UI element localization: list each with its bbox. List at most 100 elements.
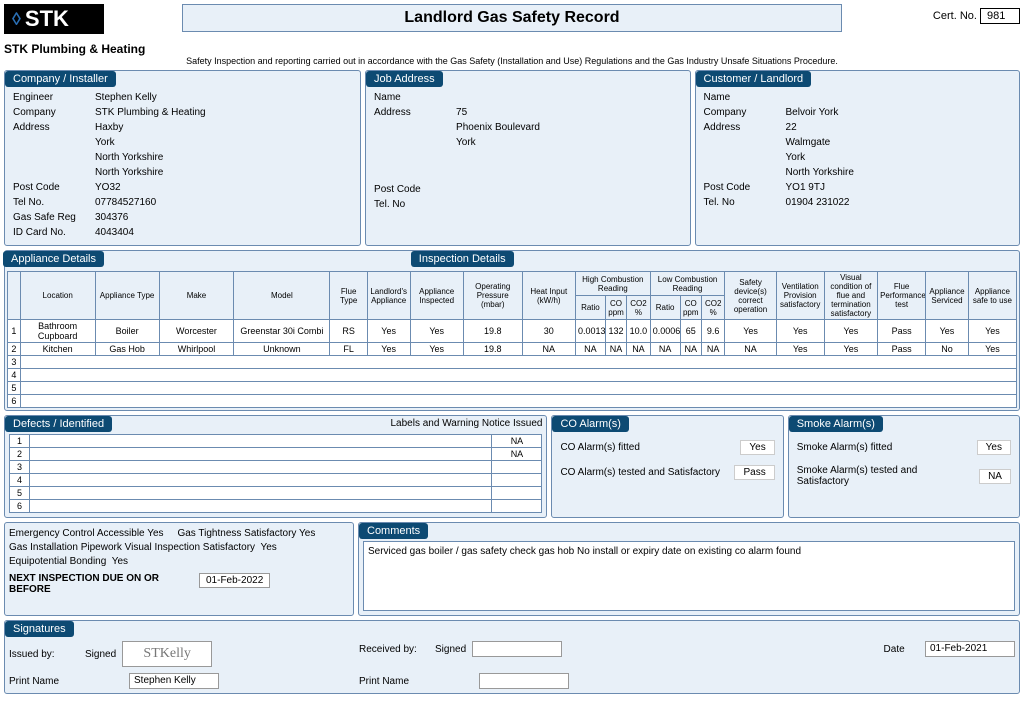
- signatures-tag: Signatures: [5, 621, 74, 637]
- defect-row: 1 NA: [10, 435, 542, 448]
- table-cell: Yes: [926, 320, 969, 343]
- th-low: Low Combustion Reading: [650, 272, 725, 296]
- company-address-label: Address: [11, 121, 91, 134]
- table-row: 4: [8, 369, 1017, 382]
- table-cell: 19.8: [463, 343, 522, 356]
- table-cell: Pass: [878, 343, 926, 356]
- table-cell: Yes: [725, 320, 776, 343]
- page-title: Landlord Gas Safety Record: [182, 4, 842, 32]
- th-inspected: Appliance Inspected: [410, 272, 463, 320]
- customer-addr4: North Yorkshire: [784, 166, 1013, 179]
- defects-tag: Defects / Identified: [5, 416, 112, 432]
- job-section-tag: Job Address: [366, 71, 443, 87]
- th-op: Operating Pressure (mbar): [463, 272, 522, 320]
- th-high-co: CO ppm: [605, 296, 626, 320]
- job-name: [454, 91, 683, 104]
- co-fitted-label: CO Alarm(s) fitted: [558, 436, 728, 459]
- customer-section-tag: Customer / Landlord: [696, 71, 812, 87]
- table-row: 5: [8, 382, 1017, 395]
- th-visual: Visual condition of flue and termination…: [824, 272, 877, 320]
- company-name-under-logo: STK Plumbing & Heating: [4, 42, 1020, 56]
- co-tested-label: CO Alarm(s) tested and Satisfactory: [558, 461, 728, 484]
- customer-address-label: Address: [702, 121, 782, 134]
- smoke-fitted: Yes: [977, 440, 1011, 455]
- table-cell: NA: [605, 343, 626, 356]
- table-cell: Pass: [878, 320, 926, 343]
- th-low-r: Ratio: [650, 296, 680, 320]
- table-cell: Yes: [824, 320, 877, 343]
- table-cell: Boiler: [95, 320, 159, 343]
- comments-text: Serviced gas boiler / gas safety check g…: [363, 541, 1015, 611]
- company-engineer-label: Engineer: [11, 91, 91, 104]
- tightness-value: Yes: [299, 528, 315, 539]
- defect-row: 4: [10, 474, 542, 487]
- table-cell: 65: [680, 320, 701, 343]
- company-idcard: 4043404: [93, 226, 354, 239]
- defect-row: 6: [10, 500, 542, 513]
- th-model: Model: [234, 272, 330, 320]
- table-cell: 9.6: [701, 320, 724, 343]
- defect-row: 5: [10, 487, 542, 500]
- table-cell: NA: [575, 343, 605, 356]
- table-cell: Yes: [410, 320, 463, 343]
- company-engineer: Stephen Kelly: [93, 91, 354, 104]
- cert-no: Cert. No. 981: [850, 4, 1020, 24]
- th-location: Location: [20, 272, 95, 320]
- table-cell: 2: [8, 343, 21, 356]
- next-inspection-label: NEXT INSPECTION DUE ON OR BEFORE: [9, 573, 169, 595]
- table-cell: Yes: [824, 343, 877, 356]
- emergency-label: Emergency Control Accessible: [9, 528, 145, 539]
- job-postcode-label: Post Code: [372, 183, 452, 196]
- co-alarms-panel: CO Alarm(s) CO Alarm(s) fittedYes CO Ala…: [551, 415, 783, 518]
- customer-addr3: York: [784, 151, 1013, 164]
- th-high: High Combustion Reading: [575, 272, 650, 296]
- inspection-details-tag: Inspection Details: [411, 251, 514, 267]
- job-addr2: Phoenix Boulevard: [454, 121, 683, 134]
- issued-by-label: Issued by:: [9, 649, 79, 660]
- issued-print-name: Stephen Kelly: [129, 673, 219, 689]
- th-landlords: Landlord's Appliance: [367, 272, 410, 320]
- appliance-details-tag: Appliance Details: [3, 251, 104, 267]
- company-gassafe: 304376: [93, 211, 354, 224]
- th-heat: Heat Input (kW/h): [522, 272, 575, 320]
- table-cell: No: [926, 343, 969, 356]
- defect-row: 2 NA: [10, 448, 542, 461]
- table-cell: Yes: [367, 343, 410, 356]
- received-print-name[interactable]: [479, 673, 569, 689]
- bonding-label: Equipotential Bonding: [9, 556, 106, 567]
- table-cell: Gas Hob: [95, 343, 159, 356]
- table-cell: 19.8: [463, 320, 522, 343]
- company-tel-label: Tel No.: [11, 196, 91, 209]
- table-cell: Worcester: [159, 320, 234, 343]
- logo-text: STK: [25, 6, 69, 32]
- customer-addr2: Walmgate: [784, 136, 1013, 149]
- table-cell: FL: [330, 343, 367, 356]
- comments-tag: Comments: [359, 523, 428, 539]
- th-serviced: Appliance Serviced: [926, 272, 969, 320]
- defects-table: 1 NA2 NA3 4 5 6: [9, 434, 542, 513]
- table-cell: 0.0013: [575, 320, 605, 343]
- logo: ◊ STK: [4, 4, 104, 34]
- print-name-label-1: Print Name: [9, 676, 79, 687]
- job-tel-label: Tel. No: [372, 198, 452, 211]
- th-low-co: CO ppm: [680, 296, 701, 320]
- tightness-label: Gas Tightness Satisfactory: [177, 528, 296, 539]
- subtitle: Safety Inspection and reporting carried …: [4, 56, 1020, 66]
- table-cell: 10.0: [627, 320, 650, 343]
- table-cell: Unknown: [234, 343, 330, 356]
- bonding-value: Yes: [112, 556, 128, 567]
- th-vent: Ventilation Provision satisfactory: [776, 272, 824, 320]
- signature-date: 01-Feb-2021: [925, 641, 1015, 657]
- job-addr3: York: [454, 136, 683, 149]
- received-by-label: Received by:: [359, 644, 429, 655]
- table-cell: NA: [701, 343, 724, 356]
- table-row: 3: [8, 356, 1017, 369]
- company-postcode: YO32: [93, 181, 354, 194]
- co-tested: Pass: [734, 465, 774, 480]
- defect-row: 3: [10, 461, 542, 474]
- smoke-tested: NA: [979, 469, 1011, 484]
- customer-postcode: YO1 9TJ: [784, 181, 1013, 194]
- job-address-panel: Job Address Name Address75 Phoenix Boule…: [365, 70, 690, 246]
- table-cell: Yes: [968, 343, 1016, 356]
- received-signature-box[interactable]: [472, 641, 562, 657]
